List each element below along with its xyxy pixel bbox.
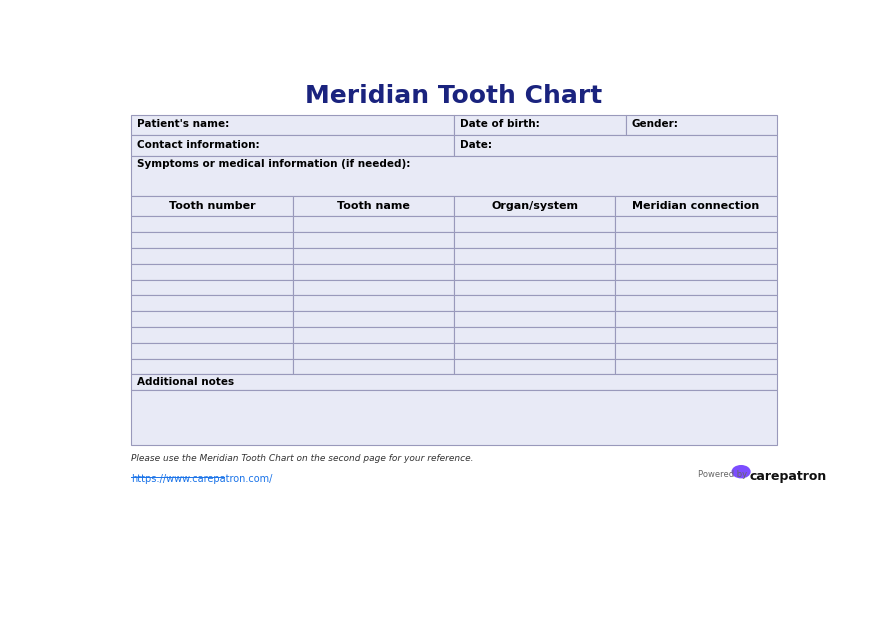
Bar <box>131 390 777 445</box>
Bar <box>454 136 777 156</box>
Text: Date of birth:: Date of birth: <box>460 119 540 129</box>
Text: Symptoms or medical information (if needed):: Symptoms or medical information (if need… <box>136 159 410 169</box>
Bar <box>292 359 454 374</box>
Bar <box>131 343 292 359</box>
Bar <box>616 216 777 232</box>
Bar <box>292 216 454 232</box>
Bar <box>626 115 777 136</box>
Bar <box>454 280 616 295</box>
Bar <box>616 197 777 216</box>
Bar <box>616 327 777 343</box>
Bar <box>131 197 292 216</box>
Bar <box>292 264 454 280</box>
Text: https://www.carepatron.com/: https://www.carepatron.com/ <box>131 474 273 484</box>
Text: Additional notes: Additional notes <box>136 376 234 386</box>
Bar <box>131 359 292 374</box>
Bar <box>131 248 292 264</box>
Bar <box>454 216 616 232</box>
Text: Meridian Tooth Chart: Meridian Tooth Chart <box>306 84 602 108</box>
Bar <box>131 216 292 232</box>
Bar <box>616 248 777 264</box>
Bar <box>292 197 454 216</box>
Bar <box>616 295 777 311</box>
Bar <box>131 232 292 248</box>
Bar <box>131 264 292 280</box>
Text: Contact information:: Contact information: <box>136 139 260 149</box>
Text: Tooth name: Tooth name <box>337 202 410 211</box>
Text: Patient's name:: Patient's name: <box>136 119 229 129</box>
Bar <box>131 295 292 311</box>
Bar <box>616 343 777 359</box>
Text: carepatron: carepatron <box>750 470 827 483</box>
Bar <box>292 343 454 359</box>
Bar <box>616 264 777 280</box>
Bar <box>131 136 454 156</box>
Bar <box>454 327 616 343</box>
Bar <box>131 115 454 136</box>
Bar <box>131 374 777 390</box>
Circle shape <box>732 465 750 478</box>
Bar <box>454 232 616 248</box>
Bar <box>292 248 454 264</box>
Bar <box>454 343 616 359</box>
Bar <box>131 311 292 327</box>
Bar <box>454 197 616 216</box>
Bar <box>454 311 616 327</box>
Text: Powered by: Powered by <box>698 470 747 479</box>
Bar <box>292 327 454 343</box>
Bar <box>131 327 292 343</box>
Bar <box>616 232 777 248</box>
Bar <box>454 295 616 311</box>
Text: Date:: Date: <box>460 139 492 149</box>
Text: Meridian connection: Meridian connection <box>633 202 759 211</box>
Text: Tooth number: Tooth number <box>168 202 255 211</box>
Bar <box>454 264 616 280</box>
Bar <box>616 359 777 374</box>
Bar <box>292 295 454 311</box>
Bar <box>616 280 777 295</box>
Bar <box>292 280 454 295</box>
Text: Please use the Meridian Tooth Chart on the second page for your reference.: Please use the Meridian Tooth Chart on t… <box>131 454 474 463</box>
Bar <box>616 311 777 327</box>
Bar <box>131 156 777 197</box>
Bar <box>131 280 292 295</box>
Bar <box>454 359 616 374</box>
Bar <box>454 115 626 136</box>
Bar <box>292 232 454 248</box>
Bar <box>292 311 454 327</box>
Bar <box>454 248 616 264</box>
Text: Gender:: Gender: <box>631 119 678 129</box>
Text: Organ/system: Organ/system <box>491 202 579 211</box>
